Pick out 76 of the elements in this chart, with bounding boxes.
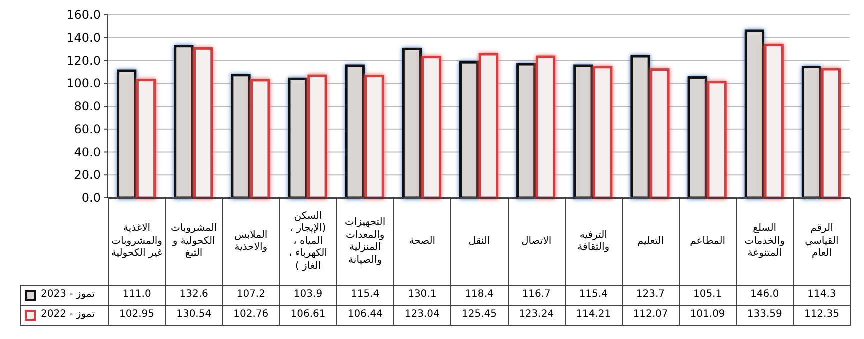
bar bbox=[422, 56, 442, 200]
data-label: 103.9 bbox=[279, 285, 338, 306]
x-tick-label: المشروبات الكحولية و التبغ bbox=[165, 198, 224, 286]
bar bbox=[174, 45, 194, 200]
y-tick-label: 80.0 bbox=[74, 100, 101, 114]
x-tick-label: الملابس والاحذية bbox=[222, 198, 280, 286]
bar bbox=[688, 76, 708, 200]
data-label: 106.44 bbox=[336, 305, 394, 326]
bar bbox=[459, 61, 480, 200]
bar bbox=[821, 68, 841, 200]
y-tick-label: 0.0 bbox=[82, 191, 101, 205]
x-tick-label: المطاعم bbox=[678, 198, 737, 286]
bar bbox=[345, 64, 365, 200]
data-label: 130.54 bbox=[165, 305, 224, 326]
x-tick-label: السلع والخدمات المتنوعة bbox=[736, 198, 794, 286]
data-label: 115.4 bbox=[564, 285, 623, 306]
data-label: 106.61 bbox=[279, 305, 338, 326]
x-tick-label: الصحة bbox=[393, 198, 452, 286]
data-label: 146.0 bbox=[736, 285, 794, 306]
bar bbox=[308, 74, 328, 200]
bar bbox=[231, 74, 251, 200]
legend-label: تموز - 2023 bbox=[41, 289, 95, 302]
bar bbox=[250, 79, 270, 200]
data-label: 105.1 bbox=[678, 285, 737, 306]
bar bbox=[650, 68, 670, 200]
y-tick-label: 140.0 bbox=[66, 30, 101, 45]
y-tick-label: 100.0 bbox=[66, 76, 101, 91]
y-tick-label: 160.0 bbox=[66, 8, 101, 22]
bar bbox=[744, 30, 764, 200]
bar bbox=[117, 70, 137, 200]
x-tick-label: التعليم bbox=[622, 198, 680, 286]
data-label: 114.21 bbox=[564, 305, 623, 326]
data-label: 114.3 bbox=[792, 285, 851, 306]
bar bbox=[574, 64, 594, 200]
bar bbox=[288, 78, 308, 200]
bar bbox=[593, 66, 613, 200]
data-label: 133.59 bbox=[736, 305, 794, 326]
y-tick-label: 120.0 bbox=[66, 54, 101, 68]
y-tick-label: 60.0 bbox=[74, 122, 101, 136]
x-tick-label: الترفيه والثقافة bbox=[564, 198, 623, 286]
data-label: 112.07 bbox=[622, 305, 680, 326]
bar bbox=[478, 53, 499, 200]
bar bbox=[136, 79, 156, 200]
bar bbox=[194, 47, 214, 200]
data-label: 123.04 bbox=[393, 305, 452, 326]
bar bbox=[402, 48, 422, 200]
bar bbox=[764, 44, 784, 200]
x-tick-label: الرقم القياسي العام bbox=[792, 198, 851, 286]
data-label: 112.35 bbox=[792, 305, 851, 326]
x-tick-label: السكن (الإيجار ، المياه ، الكهرباء ، الغاز ) bbox=[279, 198, 338, 286]
x-tick-label: النقل bbox=[450, 198, 509, 286]
bar bbox=[516, 63, 536, 200]
data-label: 101.09 bbox=[678, 305, 737, 326]
data-label: 111.0 bbox=[108, 285, 166, 306]
legend-label: تموز - 2022 bbox=[41, 309, 95, 322]
data-label: 118.4 bbox=[450, 285, 509, 306]
bar bbox=[364, 75, 384, 200]
bar bbox=[630, 55, 650, 200]
x-tick-label: التجهيزات والمعدات المنزلية والصيانة bbox=[336, 198, 394, 286]
data-label: 116.7 bbox=[508, 285, 566, 306]
data-label: 102.95 bbox=[108, 305, 166, 326]
data-label: 115.4 bbox=[336, 285, 394, 306]
data-label: 132.6 bbox=[165, 285, 224, 306]
data-label: 123.24 bbox=[508, 305, 566, 326]
bar bbox=[536, 56, 556, 200]
data-label: 125.45 bbox=[450, 305, 509, 326]
data-label: 123.7 bbox=[622, 285, 680, 306]
x-tick-label: الاغذية والمشروبات غير الكحولية bbox=[108, 198, 166, 286]
x-tick-label: الاتصال bbox=[508, 198, 566, 286]
y-tick-label: 20.0 bbox=[74, 168, 101, 182]
bar bbox=[802, 66, 822, 200]
y-tick-label: 40.0 bbox=[74, 145, 101, 160]
data-label: 107.2 bbox=[222, 285, 280, 306]
bar bbox=[707, 81, 727, 200]
data-label: 102.76 bbox=[222, 305, 280, 326]
data-label: 130.1 bbox=[393, 285, 452, 306]
